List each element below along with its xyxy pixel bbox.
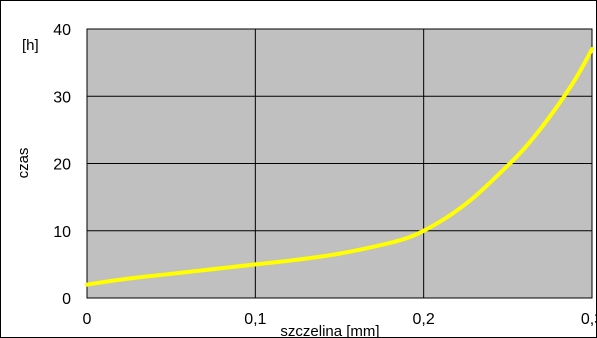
data-point bbox=[421, 228, 426, 233]
grid-lines bbox=[87, 29, 592, 298]
data-point bbox=[211, 267, 216, 272]
x-axis-label: szczelina [mm] bbox=[280, 323, 379, 338]
y-tick-label: 30 bbox=[53, 89, 71, 106]
data-points bbox=[85, 47, 594, 287]
data-point bbox=[253, 262, 258, 267]
data-point bbox=[169, 271, 174, 276]
data-point bbox=[446, 214, 451, 218]
x-tick-label: 0,2 bbox=[413, 311, 435, 328]
data-point bbox=[573, 77, 578, 82]
data-point bbox=[404, 236, 409, 241]
data-point bbox=[295, 257, 300, 262]
data-point bbox=[590, 47, 594, 52]
y-axis-label: czas bbox=[15, 148, 32, 179]
x-tick-label: 0 bbox=[83, 311, 92, 328]
tick-labels: 0 10 20 30 40 0 0,1 0,2 0,3 bbox=[53, 22, 597, 328]
y-axis-unit: [h] bbox=[22, 37, 39, 54]
data-point bbox=[472, 195, 477, 200]
data-point bbox=[337, 251, 342, 256]
y-tick-label: 0 bbox=[62, 291, 71, 308]
data-point bbox=[547, 114, 552, 119]
data-point bbox=[85, 282, 89, 287]
data-point bbox=[522, 146, 527, 150]
data-point bbox=[127, 276, 132, 281]
x-tick-label: 0,1 bbox=[244, 311, 266, 328]
y-tick-label: 10 bbox=[53, 224, 71, 241]
data-point bbox=[497, 171, 502, 176]
x-tick-label: 0,3 bbox=[581, 311, 597, 328]
y-tick-label: 20 bbox=[53, 157, 71, 174]
data-point bbox=[379, 242, 384, 247]
y-tick-label: 40 bbox=[53, 22, 71, 39]
